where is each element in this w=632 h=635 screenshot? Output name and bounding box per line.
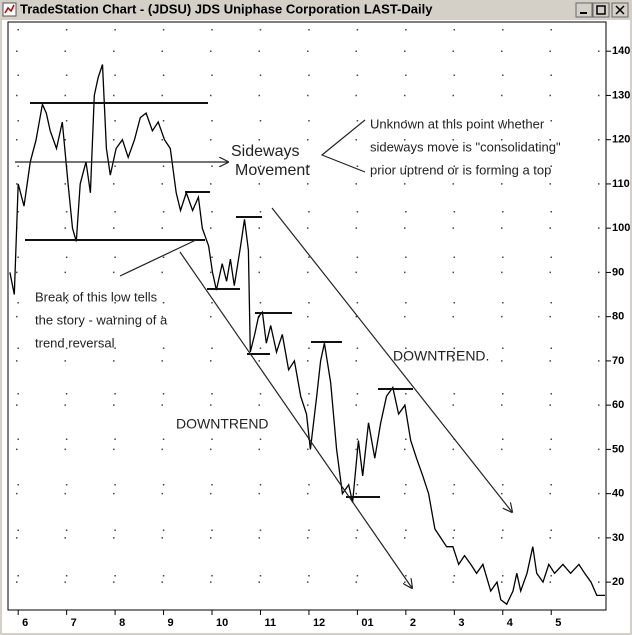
series xyxy=(9,64,605,606)
annotation: DOWNTREND xyxy=(176,416,269,432)
grid xyxy=(8,22,606,610)
price-line xyxy=(9,64,605,606)
minimize-button[interactable] xyxy=(575,2,593,18)
x-tick-label: 6 xyxy=(22,617,28,629)
y-tick-label: 20 xyxy=(612,576,624,588)
close-icon xyxy=(615,5,625,15)
y-tick-label: 110 xyxy=(612,178,630,190)
y-tick-label: 120 xyxy=(612,134,630,146)
x-tick-label: 3 xyxy=(458,617,464,629)
x-tick-label: 4 xyxy=(507,617,514,629)
x-tick-label: 11 xyxy=(264,617,276,629)
x-tick-label: 12 xyxy=(313,617,325,629)
y-tick-label: 100 xyxy=(612,222,630,234)
annotation-arrows xyxy=(15,119,512,588)
x-tick-label: 2 xyxy=(410,617,416,629)
annotation: Unknown at this point whether xyxy=(370,116,545,131)
maximize-button[interactable] xyxy=(592,2,610,18)
x-tick-label: 8 xyxy=(119,617,125,629)
y-tick-label: 50 xyxy=(612,443,624,455)
annotation-lines xyxy=(25,102,413,498)
annotation: DOWNTREND. xyxy=(393,348,489,364)
window-title: TradeStation Chart - (JDSU) JDS Uniphase… xyxy=(20,1,433,16)
x-tick-label: 10 xyxy=(216,617,228,629)
y-tick-label: 80 xyxy=(612,311,624,323)
annotation: Break of this low tells xyxy=(35,289,158,304)
annotations: Sideways Movement Unknown at this point … xyxy=(35,116,561,431)
y-tick-label: 30 xyxy=(612,532,624,544)
annotation: Movement xyxy=(235,162,310,179)
y-tick-label: 130 xyxy=(612,89,630,101)
axes: 20 30 40 50 60 70 80 90 100 110 120 130 140 6 7 8 9 10 11 1… xyxy=(17,45,630,629)
y-tick-label: 90 xyxy=(612,266,624,278)
x-tick-label: 7 xyxy=(71,617,77,629)
trend-arrow xyxy=(179,251,412,588)
maximize-icon xyxy=(596,5,606,15)
annotation: prior uptrend or is forming a top xyxy=(370,162,551,177)
annotation: Sideways xyxy=(231,143,299,160)
x-tick-label: 01 xyxy=(361,617,373,629)
y-tick-label: 40 xyxy=(612,488,624,500)
x-tick-label: 5 xyxy=(555,617,561,629)
y-tick-label: 70 xyxy=(612,355,624,367)
y-tick-label: 60 xyxy=(612,399,624,411)
annotation: sideways move is "consolidating" xyxy=(370,139,561,154)
bracket xyxy=(320,119,366,173)
annotation: the story - warning of a xyxy=(35,312,168,327)
pointer-line xyxy=(119,239,197,277)
annotation: trend reversal xyxy=(35,335,115,350)
app-icon-graph xyxy=(4,4,15,14)
x-tick-label: 9 xyxy=(168,617,174,629)
trend-arrow xyxy=(271,207,512,512)
window-buttons[interactable] xyxy=(575,2,629,18)
y-tick-label: 140 xyxy=(612,45,630,57)
title-bar xyxy=(0,0,632,20)
